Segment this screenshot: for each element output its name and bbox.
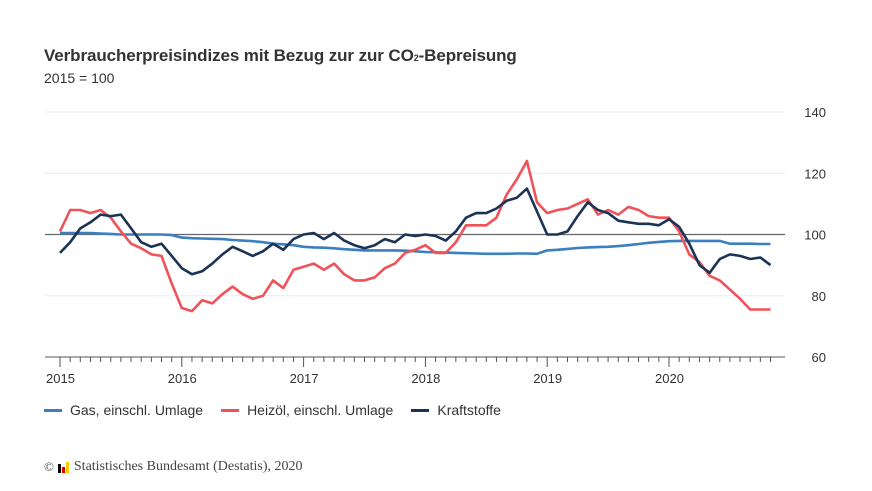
legend-swatch-kraftstoffe (411, 408, 430, 412)
legend-label-kraftstoffe: Kraftstoffe (437, 402, 501, 418)
title-text: Verbraucherpreisindizes mit Bezug zur zu… (44, 46, 414, 65)
series-lines (58, 159, 772, 313)
y-tick-label-80: 80 (812, 289, 826, 304)
y-tick-label-140: 140 (804, 105, 826, 120)
x-tick-label-2019: 2019 (533, 371, 562, 386)
legend-swatch-gas (44, 408, 62, 412)
legend-swatch-heizoel (221, 408, 240, 412)
title-text-end: -Bepreisung (418, 46, 517, 65)
legend-item-heizoel[interactable]: Heizöl, einschl. Umlage (221, 402, 393, 418)
legend-label-heizoel: Heizöl, einschl. Umlage (247, 402, 394, 418)
legend-item-gas[interactable]: Gas, einschl. Umlage (44, 402, 203, 418)
x-tick-label-2020: 2020 (655, 371, 684, 386)
series-line-heizoel (58, 159, 771, 313)
y-tick-label-120: 120 (804, 166, 826, 181)
x-tick-label-2017: 2017 (290, 371, 319, 386)
y-tick-label-100: 100 (804, 228, 826, 243)
source-credit: © Statistisches Bundesamt (Destatis), 20… (44, 459, 303, 475)
title-subscript: 2 (413, 53, 419, 63)
x-axis: 2015 2016 2017 2018 2019 2020 (45, 356, 785, 386)
series-line-gas (60, 231, 771, 256)
series-line-kraftstoffe (59, 187, 772, 276)
legend-item-kraftstoffe[interactable]: Kraftstoffe (411, 402, 501, 418)
x-tick-label-2016: 2016 (168, 371, 197, 386)
source-text: Statistisches Bundesamt (Destatis), 2020 (73, 459, 303, 474)
y-tick-label-60: 60 (812, 350, 826, 365)
legend: Gas, einschl. Umlage Heizöl, einschl. Um… (44, 402, 519, 418)
y-axis: 60 80 100 120 140 (804, 105, 826, 365)
chart-subtitle: 2015 = 100 (44, 70, 115, 86)
x-tick-label-2018: 2018 (411, 371, 440, 386)
x-tick-label-2015: 2015 (46, 371, 75, 386)
legend-label-gas: Gas, einschl. Umlage (70, 402, 204, 418)
chart-title: Verbraucherpreisindizes mit Bezug zur zu… (44, 46, 517, 66)
grid-lines (45, 111, 785, 297)
copyright-icon: © (44, 459, 54, 474)
destatis-logo-icon (57, 461, 69, 473)
